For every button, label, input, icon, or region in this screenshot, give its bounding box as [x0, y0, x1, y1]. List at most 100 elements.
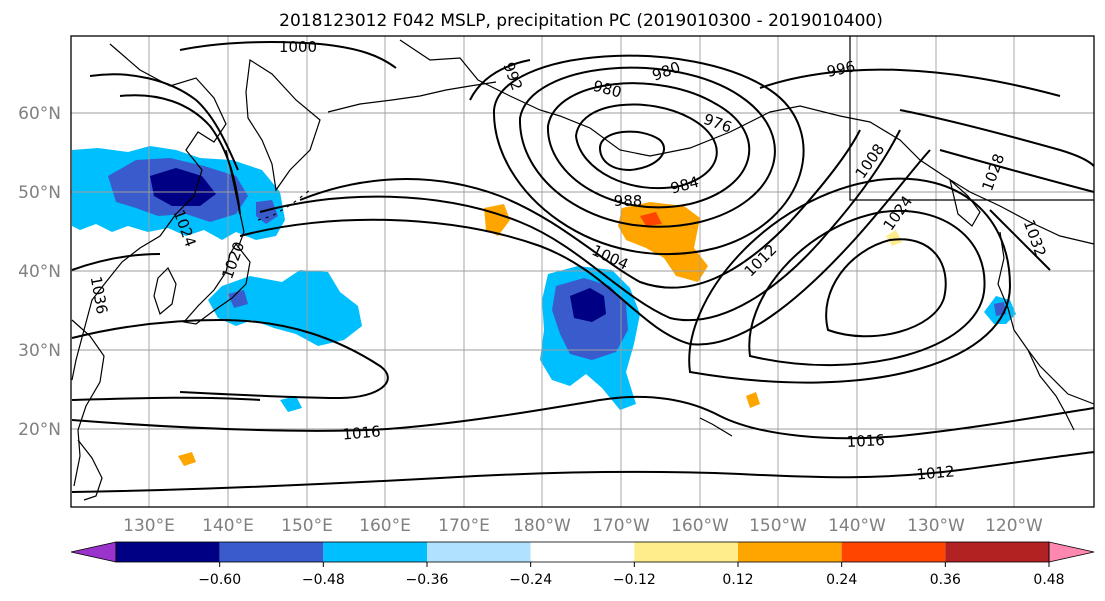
longitude-labels: 130°E 140°E 150°E 160°E 170°E 180°W 170°… [123, 516, 1043, 536]
colorbar-segment [738, 542, 842, 562]
colorbar-tick-label: −0.12 [613, 572, 656, 588]
coast-kurils [257, 189, 311, 221]
precip-pos-hawaii-orange [746, 392, 760, 408]
lat-label: 30°N [18, 341, 61, 361]
precip-neg-japan-spot [280, 396, 302, 412]
isobar-ring-2 [546, 82, 751, 209]
lon-label: 140°W [828, 516, 886, 536]
lon-label: 170°E [438, 516, 490, 536]
coast-asia-north [71, 43, 227, 381]
lon-label: 170°W [592, 516, 650, 536]
isobar-west-1 [71, 318, 389, 400]
coast-china-east [71, 319, 105, 487]
isobar-ne-3 [989, 209, 1051, 271]
lon-label: 160°E [359, 516, 411, 536]
isobar-label: 996 [825, 57, 857, 81]
isobar-label: 1016 [846, 431, 885, 451]
precipitation-shading [72, 146, 1016, 466]
isobar-low-center [598, 130, 666, 172]
coast-korea [153, 266, 177, 316]
map-frame [70, 35, 1095, 508]
coast-canada-interior [849, 36, 1094, 201]
latitude-labels: 60°N 50°N 40°N 30°N 20°N [18, 104, 61, 440]
lon-label: 150°E [281, 516, 333, 536]
colorbar-tick-label: −0.60 [198, 572, 241, 588]
colorbar-tick-label: 0.36 [930, 572, 961, 588]
coast-alaska [399, 39, 1095, 245]
isobar-1008 [259, 129, 901, 322]
isobar-high-east-3 [688, 177, 1012, 384]
colorbar-segment [116, 542, 220, 562]
colorbar-segments [70, 541, 1095, 563]
coast-bc-islands [948, 178, 981, 227]
lon-label: 130°E [123, 516, 175, 536]
lon-label: 140°E [202, 516, 254, 536]
lat-label: 60°N [18, 104, 61, 124]
precip-pos-bc-pale [886, 230, 902, 246]
coast-baja [1027, 349, 1075, 431]
isobar-label: 1012 [916, 462, 956, 483]
isobar-ne-1 [899, 109, 1095, 167]
isobar-asia-1 [89, 73, 239, 171]
isobar-west-3 [71, 253, 161, 271]
lon-label: 180°W [513, 516, 571, 536]
isobar-label: 1016 [342, 422, 382, 443]
isobars [71, 41, 1095, 493]
colorbar-tick-label: −0.36 [406, 572, 449, 588]
isobar-1012-lower [71, 451, 1095, 493]
colorbar-tick-label: −0.48 [302, 572, 345, 588]
precip-pos-gulf-orange [618, 202, 708, 282]
precip-neg-japan-mid [228, 290, 248, 308]
colorbar-segment [945, 542, 1049, 562]
colorbar: −0.60 −0.48 −0.36 −0.24 −0.12 0.12 0.24 0.36 0.4… [70, 541, 1095, 588]
lat-label: 20°N [18, 420, 61, 440]
isobar-high-east-2 [748, 209, 986, 367]
isobar-label: 1000 [279, 38, 317, 56]
colorbar-tick-labels: −0.60 −0.48 −0.36 −0.24 −0.12 0.12 0.24 0.36 0.4… [198, 562, 1065, 588]
precip-neg-central-dark [570, 288, 606, 322]
lat-label: 50°N [18, 183, 61, 203]
precip-pos-south-orange [178, 452, 196, 466]
figure-title: 2018123012 F042 MSLP, precipitation PC (… [279, 11, 883, 31]
colorbar-extend-min [70, 541, 117, 563]
coast-west-us [997, 231, 1095, 405]
colorbar-segment [841, 542, 946, 562]
colorbar-segment [323, 542, 427, 562]
isobar-996 [759, 68, 1061, 97]
coast-aleutians [327, 81, 497, 113]
isobar-1004 [299, 129, 861, 289]
colorbar-outline [115, 541, 1050, 563]
map-panel: 1000 992 980 980 976 988 984 996 1004 10… [70, 35, 1095, 508]
colorbar-segment [427, 542, 531, 562]
colorbar-tick-label: −0.24 [509, 572, 552, 588]
isobar-ring-4 [492, 54, 805, 256]
colorbar-segment [219, 542, 324, 562]
coast-hawaii [699, 417, 733, 437]
coast-kamchatka [245, 58, 321, 192]
isobar-ring-3 [518, 66, 776, 228]
colorbar-segment [530, 542, 635, 562]
isobar-1000 [179, 41, 397, 69]
precip-neg-japan-light [208, 270, 362, 346]
isobar-label: 988 [614, 192, 643, 210]
lon-label: 130°W [907, 516, 965, 536]
isobar-1016-main [71, 395, 1095, 440]
coast-philippines [77, 439, 103, 501]
isobar-high-east-1 [825, 238, 947, 338]
colorbar-tick-label: 0.12 [722, 572, 753, 588]
isobar-ring-1 [574, 103, 718, 190]
colorbar-tick-label: 0.48 [1033, 572, 1064, 588]
isobar-asia-2 [119, 94, 241, 215]
isobar-1012-upper [239, 149, 931, 346]
lon-label: 160°W [671, 516, 729, 536]
coast-japan [182, 242, 251, 325]
precip-neg-okhotsk-spot [256, 200, 278, 224]
isobar-992 [469, 59, 531, 101]
colorbar-tick-label: 0.24 [826, 572, 857, 588]
colorbar-segment [634, 542, 738, 562]
lat-label: 40°N [18, 262, 61, 282]
lon-label: 150°W [749, 516, 807, 536]
isobar-west-2 [71, 396, 261, 401]
isobar-ne-2 [939, 149, 1095, 193]
